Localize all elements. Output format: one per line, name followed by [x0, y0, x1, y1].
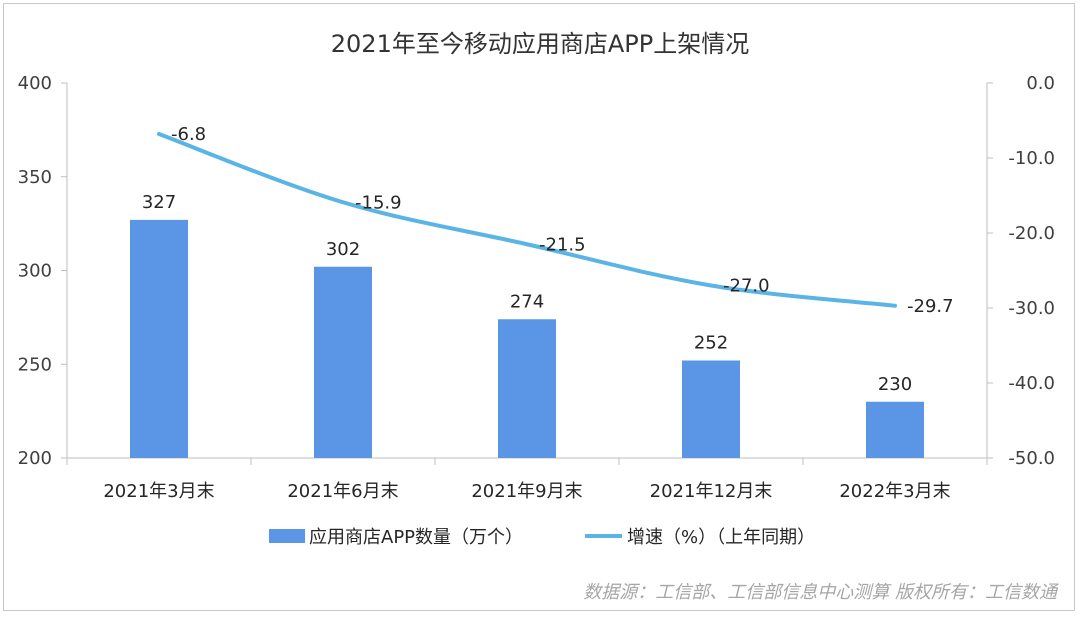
legend-label-bars: 应用商店APP数量（万个） — [309, 527, 523, 548]
bar — [130, 219, 188, 458]
right-tick-label: -40.0 — [1008, 373, 1055, 394]
growth-line — [157, 132, 897, 308]
line-data-label: -27.0 — [723, 276, 770, 297]
bar-data-label: 230 — [878, 374, 912, 395]
x-tick-label: 2022年3月末 — [839, 481, 950, 502]
line-data-label: -6.8 — [171, 124, 206, 145]
left-tick-label: 300 — [18, 261, 52, 282]
right-tick-label: 0.0 — [1026, 73, 1055, 94]
right-tick-label: -30.0 — [1008, 298, 1055, 319]
bar — [498, 319, 556, 458]
legend-swatch-bars — [269, 529, 305, 543]
x-tick-label: 2021年6月末 — [287, 481, 398, 502]
right-y-axis: -50.0 -40.0 -30.0 -20.0 -10.0 0.0 — [986, 73, 1055, 469]
line-data-label: -15.9 — [355, 192, 402, 213]
bar-series: 327 302 274 252 230 — [130, 192, 924, 458]
x-axis: 2021年3月末 2021年6月末 2021年9月末 2021年12月末 2022年3月… — [66, 457, 988, 502]
x-tick-label: 2021年12月末 — [650, 481, 773, 502]
right-tick-label: -50.0 — [1008, 448, 1055, 469]
right-tick-label: -20.0 — [1008, 223, 1055, 244]
left-y-axis: 200 250 300 350 400 — [18, 73, 68, 469]
bar — [866, 401, 924, 458]
source-note: 数据源：工信部、工信部信息中心测算 版权所有：工信数通 — [583, 582, 1059, 603]
bar — [314, 266, 372, 458]
chart-title: 2021年至今移动应用商店APP上架情况 — [331, 30, 749, 58]
line-series: -6.8 -15.9 -21.5 -27.0 -29.7 — [157, 124, 954, 317]
x-tick-label: 2021年3月末 — [103, 481, 214, 502]
bar-data-label: 252 — [694, 333, 728, 354]
bar-data-label: 274 — [510, 291, 544, 312]
bar — [682, 360, 740, 458]
right-tick-label: -10.0 — [1008, 148, 1055, 169]
legend-label-line: 增速（%）（上年同期） — [627, 527, 815, 548]
left-tick-label: 400 — [18, 73, 52, 94]
bar-data-label: 327 — [142, 192, 176, 213]
left-tick-label: 350 — [18, 167, 52, 188]
legend: 应用商店APP数量（万个） 增速（%）（上年同期） — [269, 527, 815, 548]
left-tick-label: 250 — [18, 354, 52, 375]
bar-data-label: 302 — [326, 239, 360, 260]
line-data-label: -21.5 — [539, 234, 586, 255]
line-data-label: -29.7 — [907, 296, 954, 317]
left-tick-label: 200 — [18, 448, 52, 469]
x-tick-label: 2021年9月末 — [471, 481, 582, 502]
